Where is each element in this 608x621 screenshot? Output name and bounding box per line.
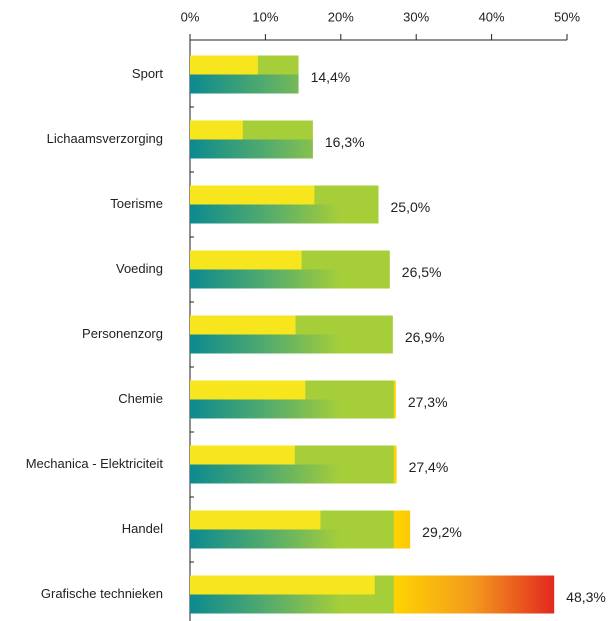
bar-bottom — [190, 399, 396, 419]
bar-bottom — [190, 464, 397, 484]
category-label: Mechanica - Elektriciteit — [26, 456, 164, 471]
category-label: Handel — [122, 521, 163, 536]
x-tick-label: 30% — [403, 9, 429, 24]
value-label: 14,4% — [311, 69, 351, 85]
x-tick-label: 0% — [181, 9, 200, 24]
value-label: 48,3% — [566, 589, 606, 605]
category-label: Grafische technieken — [41, 586, 163, 601]
bar-bottom — [190, 204, 379, 224]
category-label: Voeding — [116, 261, 163, 276]
bar-highlight — [190, 55, 258, 75]
bar-bottom — [190, 74, 299, 94]
bar-highlight — [190, 510, 321, 530]
x-tick-label: 40% — [479, 9, 505, 24]
category-label: Sport — [132, 66, 163, 81]
value-label: 27,3% — [408, 394, 448, 410]
value-label: 25,0% — [391, 199, 431, 215]
category-label: Personenzorg — [82, 326, 163, 341]
bar-highlight — [190, 445, 295, 465]
value-label: 16,3% — [325, 134, 365, 150]
bar-highlight — [190, 185, 315, 205]
x-tick-label: 20% — [328, 9, 354, 24]
bar-highlight — [190, 120, 243, 140]
bar-bottom — [190, 529, 411, 549]
value-label: 27,4% — [409, 459, 449, 475]
bar-highlight — [190, 380, 306, 400]
category-label: Toerisme — [110, 196, 163, 211]
bar-highlight — [190, 575, 375, 595]
bar-bottom — [190, 139, 313, 159]
bar-highlight — [190, 250, 302, 270]
value-label: 29,2% — [422, 524, 462, 540]
x-tick-label: 10% — [252, 9, 278, 24]
category-label: Chemie — [118, 391, 163, 406]
value-label: 26,5% — [402, 264, 442, 280]
value-label: 26,9% — [405, 329, 445, 345]
category-label: Lichaamsverzorging — [47, 131, 163, 146]
bar-bottom — [190, 594, 555, 614]
bar-highlight — [190, 315, 296, 335]
x-tick-label: 50% — [554, 9, 580, 24]
bar-bottom — [190, 334, 393, 354]
bar-bottom — [190, 269, 390, 289]
